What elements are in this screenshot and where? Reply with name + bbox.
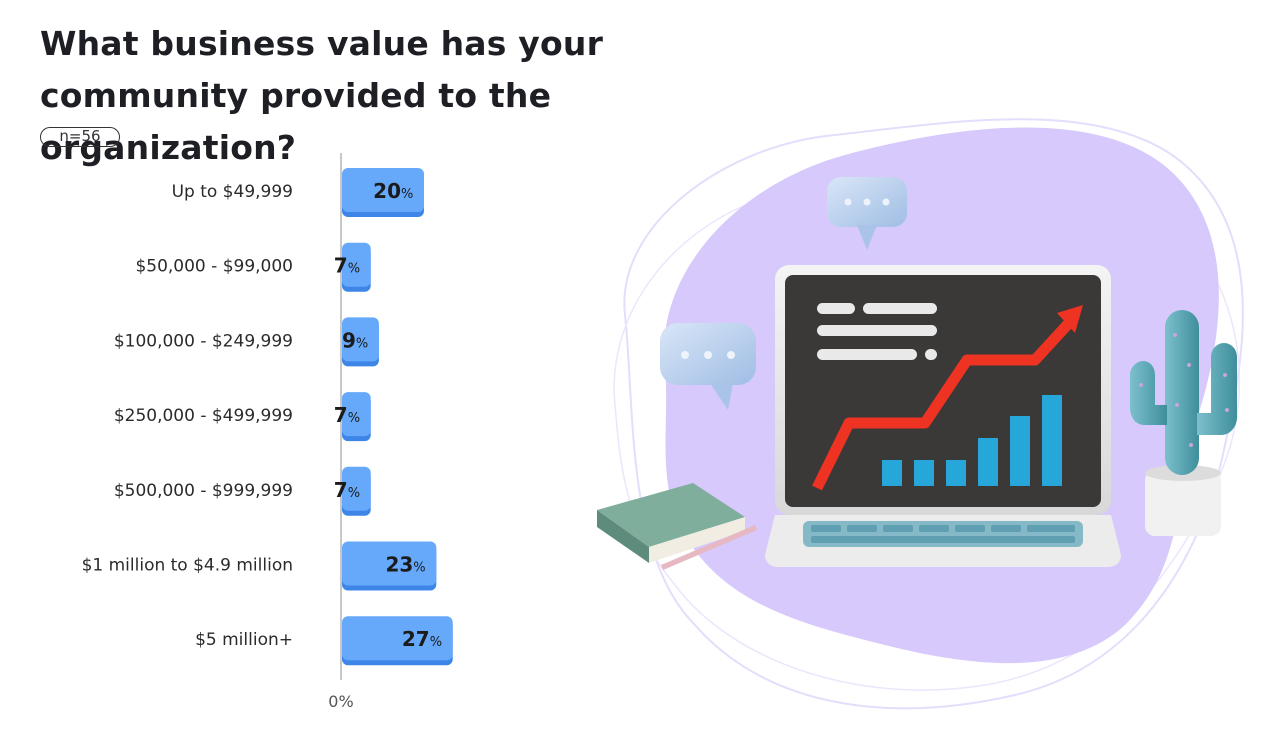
category-label: $5 million+: [195, 630, 293, 650]
data-label-unit: %: [401, 187, 413, 202]
bar: [342, 392, 371, 437]
cactus-icon: [1130, 310, 1237, 536]
speech-bubble-top-icon: [827, 177, 907, 250]
data-label: 20: [373, 179, 401, 203]
data-label-unit: %: [348, 262, 360, 277]
category-label: $500,000 - $999,999: [114, 481, 293, 501]
category-label: $50,000 - $99,000: [135, 257, 293, 277]
bar: [342, 541, 437, 586]
page-title: What business value has your community p…: [40, 24, 604, 167]
bar: [342, 466, 371, 511]
category-label: $100,000 - $249,999: [114, 331, 293, 351]
data-label: 7: [334, 403, 348, 427]
laptop-icon: [765, 265, 1121, 567]
sample-size-badge: n=56: [40, 127, 120, 147]
data-label-unit: %: [413, 561, 425, 576]
data-label: 9: [342, 328, 356, 352]
x-tick-label: 0%: [328, 692, 353, 711]
bar-chart: Up to $49,999 20 % $50,000 - $99,000 7 % $100,…: [82, 153, 453, 711]
data-label-unit: %: [348, 486, 360, 501]
category-label: Up to $49,999: [172, 182, 293, 202]
data-label-unit: %: [356, 336, 368, 351]
category-label: $250,000 - $499,999: [114, 406, 293, 426]
data-label: 27: [402, 627, 430, 651]
category-label: $1 million to $4.9 million: [82, 556, 293, 576]
bar: [342, 317, 379, 362]
speech-bubble-left-icon: [660, 323, 756, 410]
book-icon: [597, 483, 757, 570]
bar: [342, 242, 371, 287]
data-label-unit: %: [430, 635, 442, 650]
bar: [342, 616, 453, 661]
data-label-unit: %: [348, 411, 360, 426]
bar: [342, 168, 424, 212]
outline-ring: [623, 118, 1244, 710]
data-label: 23: [385, 553, 413, 577]
data-label: 7: [334, 478, 348, 502]
data-label: 7: [334, 254, 348, 278]
laptop-growth-illustration: [597, 118, 1244, 710]
